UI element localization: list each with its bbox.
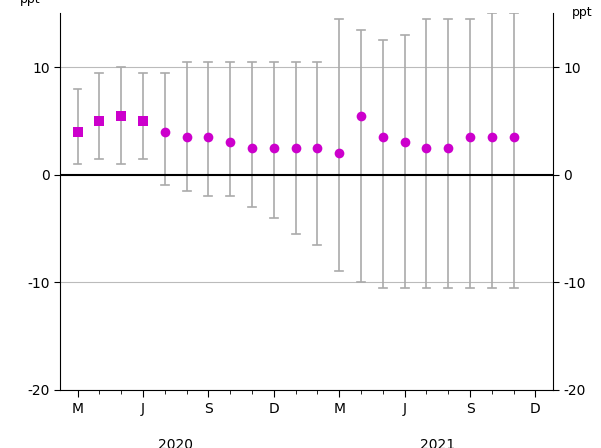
Text: 2020: 2020 <box>158 438 193 448</box>
Text: 2021: 2021 <box>419 438 455 448</box>
Y-axis label: ppt: ppt <box>572 6 593 19</box>
Y-axis label: ppt: ppt <box>20 0 41 6</box>
